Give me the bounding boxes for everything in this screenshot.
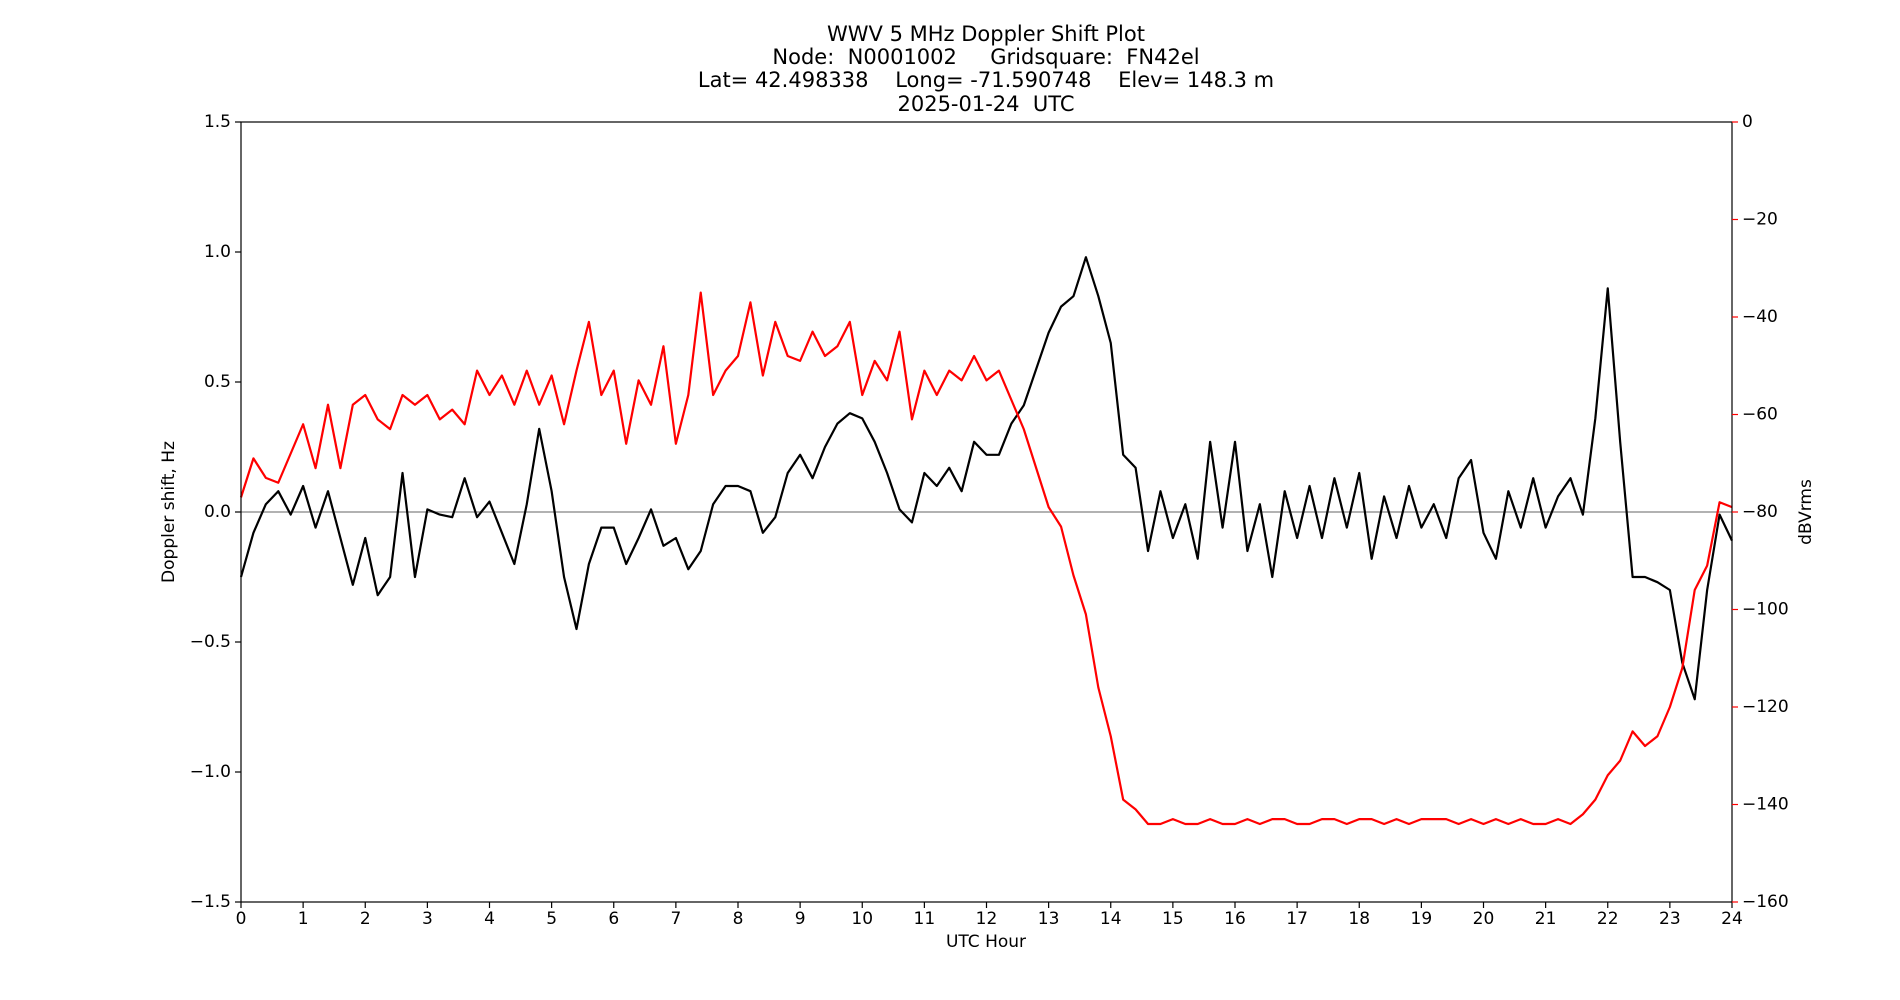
x-tick-label: 23 bbox=[1659, 909, 1681, 929]
x-tick-label: 17 bbox=[1286, 909, 1308, 929]
x-axis-label: UTC Hour bbox=[946, 932, 1026, 952]
chart-title: WWV 5 MHz Doppler Shift Plot bbox=[827, 22, 1145, 46]
x-tick-label: 19 bbox=[1411, 909, 1433, 929]
x-tick-label: 2 bbox=[360, 909, 371, 929]
x-tick-label: 9 bbox=[795, 909, 806, 929]
y2-tick-label: 0 bbox=[1742, 112, 1753, 132]
x-tick-label: 3 bbox=[422, 909, 433, 929]
y2-tick-label: −120 bbox=[1742, 697, 1789, 717]
y2-tick-label: −80 bbox=[1742, 502, 1778, 522]
x-tick-label: 7 bbox=[670, 909, 681, 929]
series-line bbox=[239, 291, 1733, 826]
y-axis-label: Doppler shift, Hz bbox=[159, 441, 179, 583]
x-tick-label: 18 bbox=[1348, 909, 1370, 929]
y-tick-label: −0.5 bbox=[190, 632, 231, 652]
x-tick-label: 22 bbox=[1597, 909, 1619, 929]
x-tick-label: 24 bbox=[1721, 909, 1743, 929]
y2-tick-label: −160 bbox=[1742, 892, 1789, 912]
chart-title: 2025-01-24 UTC bbox=[897, 92, 1074, 116]
chart-title: Node: N0001002 Gridsquare: FN42el bbox=[772, 45, 1199, 69]
y-tick-label: 1.5 bbox=[204, 112, 231, 132]
x-tick-label: 5 bbox=[546, 909, 557, 929]
y-tick-label: 1.0 bbox=[204, 242, 231, 262]
y-tick-label: −1.5 bbox=[190, 892, 231, 912]
chart-title: Lat= 42.498338 Long= -71.590748 Elev= 14… bbox=[698, 68, 1274, 92]
y2-axis-label: dBVrms bbox=[1796, 479, 1816, 545]
x-tick-label: 4 bbox=[484, 909, 495, 929]
x-tick-label: 13 bbox=[1038, 909, 1060, 929]
x-tick-label: 15 bbox=[1162, 909, 1184, 929]
x-tick-label: 12 bbox=[976, 909, 998, 929]
y2-tick-label: −20 bbox=[1742, 210, 1778, 230]
y2-tick-label: −140 bbox=[1742, 795, 1789, 815]
x-tick-label: 8 bbox=[733, 909, 744, 929]
x-tick-label: 11 bbox=[914, 909, 936, 929]
y2-tick-label: −40 bbox=[1742, 307, 1778, 327]
y2-tick-label: −100 bbox=[1742, 600, 1789, 620]
y-tick-label: 0.5 bbox=[204, 372, 231, 392]
series-line bbox=[239, 256, 1733, 701]
y-tick-label: −1.0 bbox=[190, 762, 231, 782]
x-tick-label: 20 bbox=[1473, 909, 1495, 929]
x-tick-label: 1 bbox=[298, 909, 309, 929]
x-tick-label: 14 bbox=[1100, 909, 1122, 929]
x-tick-label: 6 bbox=[608, 909, 619, 929]
x-tick-label: 0 bbox=[236, 909, 247, 929]
y2-tick-label: −60 bbox=[1742, 405, 1778, 425]
x-tick-label: 10 bbox=[851, 909, 873, 929]
x-tick-label: 16 bbox=[1224, 909, 1246, 929]
x-tick-label: 21 bbox=[1535, 909, 1557, 929]
y-tick-label: 0.0 bbox=[204, 502, 231, 522]
